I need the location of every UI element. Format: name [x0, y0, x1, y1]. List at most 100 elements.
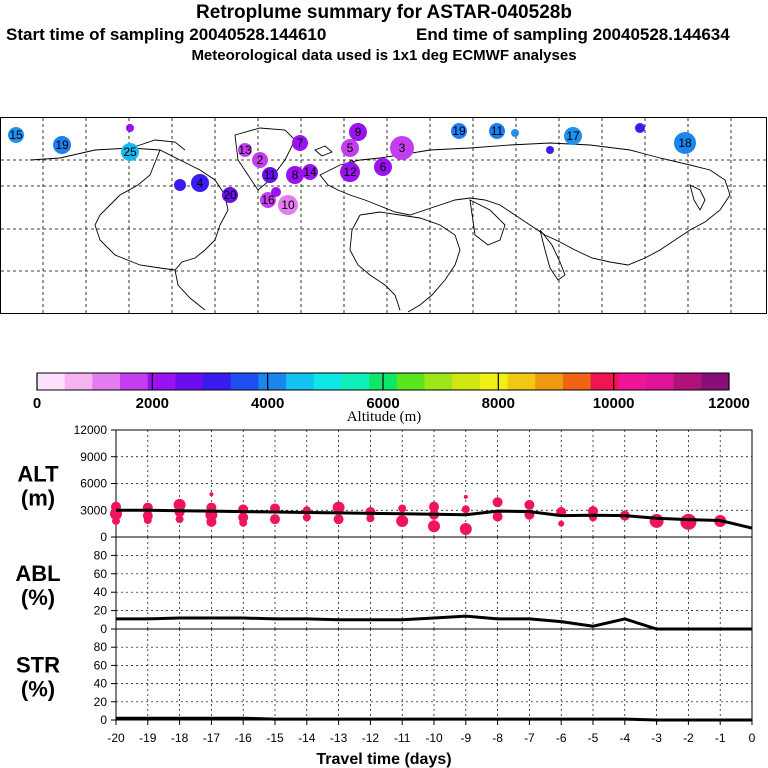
x-tick-label: -11 — [394, 731, 411, 745]
plume-dot — [302, 164, 318, 180]
y-tick-label: 60 — [94, 658, 108, 672]
data-point — [209, 492, 214, 497]
plume-label: 3 — [399, 141, 406, 155]
x-tick-label: -12 — [362, 731, 380, 745]
plume-label: 11 — [264, 168, 277, 182]
plume-dot — [126, 124, 134, 132]
plume-label: 10 — [281, 198, 295, 212]
colorbar-tick-label: 6000 — [366, 395, 399, 412]
colorbar-tick-label: 0 — [33, 395, 41, 412]
colorbar-tick-label: 10000 — [593, 395, 635, 412]
colorbar-swatch — [452, 373, 481, 390]
plume-dot — [121, 143, 139, 161]
colorbar-swatch — [147, 373, 176, 390]
colorbar-swatch — [120, 373, 149, 390]
data-point — [459, 522, 472, 535]
plume-label: 25 — [123, 145, 137, 159]
y-tick-label: 12000 — [74, 423, 108, 437]
data-point — [463, 494, 468, 499]
chart-title: Retroplume summary for ASTAR-040528b — [196, 2, 572, 23]
data-point — [302, 513, 311, 522]
data-point — [588, 506, 598, 517]
data-point — [270, 514, 280, 525]
y-tick-label: 40 — [94, 585, 108, 599]
colorbar-swatch — [258, 373, 287, 390]
colorbar-swatch — [37, 373, 66, 390]
y-tick-label: 80 — [94, 548, 108, 562]
colorbar-swatch — [618, 373, 647, 390]
x-tick-label: 0 — [749, 731, 756, 745]
plume-label: 2 — [257, 153, 264, 167]
x-tick-label: -4 — [619, 731, 630, 745]
plume-dot — [374, 158, 392, 176]
y-tick-label: 20 — [94, 604, 108, 618]
data-point — [366, 514, 375, 523]
x-tick-label: -16 — [235, 731, 253, 745]
series-line — [116, 614, 752, 631]
colorbar-tick-label: 2000 — [136, 395, 169, 412]
data-point — [524, 499, 535, 510]
plume-dot — [390, 136, 414, 160]
y-tick-label: 80 — [94, 640, 108, 654]
panel-unit: (m) — [21, 486, 55, 511]
colorbar-swatch — [313, 373, 342, 390]
colorbar-swatch — [424, 373, 453, 390]
data-point — [461, 505, 470, 514]
data-point — [173, 498, 186, 511]
plume-label: 7 — [297, 136, 304, 150]
plume-label: 16 — [261, 193, 275, 207]
plume-dot — [252, 152, 268, 168]
colorbar-swatch — [562, 373, 592, 390]
plume-dot — [286, 166, 304, 184]
panel-name: ABL — [15, 561, 60, 586]
x-tick-label: -8 — [492, 731, 503, 745]
plume-dot — [341, 139, 359, 157]
plume-dot — [451, 123, 467, 139]
plume-label: 5 — [347, 141, 354, 155]
plume-label: 11 — [491, 124, 504, 138]
plume-dot — [278, 195, 298, 215]
data-point — [649, 513, 664, 528]
x-tick-label: -6 — [556, 731, 567, 745]
plume-dot — [271, 187, 281, 197]
plume-label: 14 — [303, 165, 317, 179]
y-tick-label: 60 — [94, 567, 108, 581]
plume-dot — [564, 127, 582, 145]
plume-dot — [260, 192, 276, 208]
x-tick-label: -19 — [139, 731, 157, 745]
map-frame — [0, 117, 767, 314]
plume-label: 17 — [566, 129, 580, 143]
data-point — [332, 501, 345, 514]
colorbar-swatch — [203, 373, 232, 390]
colorbar-label: Altitude (m) — [346, 409, 422, 425]
data-point — [396, 514, 409, 527]
plume-dot — [489, 123, 505, 139]
data-point — [492, 497, 503, 508]
x-tick-label: -17 — [203, 731, 221, 745]
plume-label: 8 — [292, 168, 299, 182]
colorbar-swatch — [479, 373, 509, 390]
data-point — [492, 511, 503, 522]
data-point — [428, 520, 440, 533]
coastlines — [29, 127, 731, 313]
colorbar-swatch — [230, 373, 259, 390]
plume-label: 9 — [355, 125, 362, 139]
x-tick-label: -13 — [330, 731, 348, 745]
panel-name: STR — [16, 653, 60, 678]
altitude-colorbar: 0 2000 4000 6000 8000 10000 12000 — [33, 372, 750, 412]
panel-abl: 80 60 40 20 0 ABL(%) — [15, 536, 753, 636]
y-tick-label: 0 — [100, 530, 107, 544]
data-point — [239, 518, 248, 527]
colorbar-swatch — [175, 373, 204, 390]
colorbar-swatch — [590, 373, 619, 390]
x-tick-label: -1 — [715, 731, 726, 745]
y-tick-label: 3000 — [80, 503, 107, 517]
colorbar-swatch — [64, 373, 93, 390]
plume-dot — [340, 162, 360, 182]
plume-dot — [511, 129, 519, 137]
plume-dot — [262, 167, 278, 183]
x-axis-label: Travel time (days) — [316, 751, 451, 768]
plume-dot — [174, 179, 186, 191]
plume-label: 20 — [223, 188, 237, 202]
